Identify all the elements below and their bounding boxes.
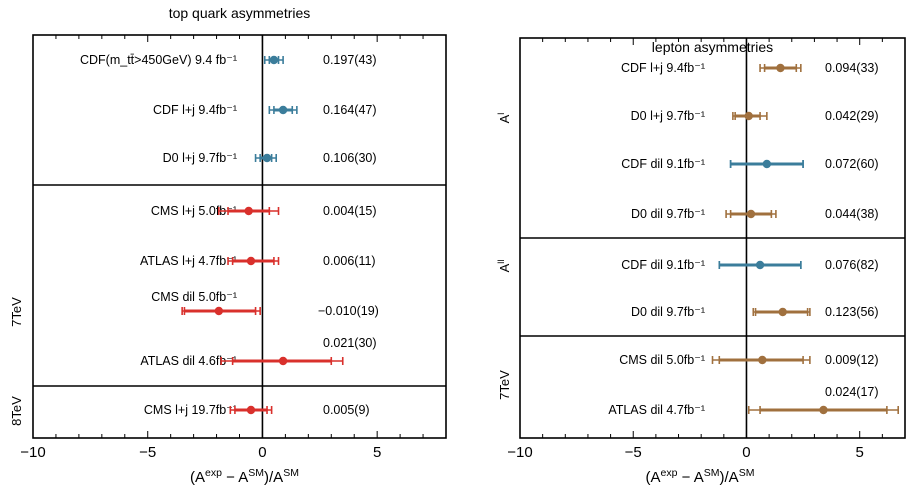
row-value: 0.123(56)	[825, 305, 879, 319]
data-row: CDF l+j 9.4fb⁻¹ 0.164(47)	[153, 103, 377, 117]
data-row: D0 l+j 9.7fb⁻¹ 0.106(30)	[163, 151, 377, 165]
data-row: CDF dil 9.1fb⁻¹ 0.072(60)	[621, 157, 878, 171]
x-tick-label: −5	[625, 444, 642, 461]
data-point	[762, 159, 772, 169]
data-point	[244, 206, 253, 216]
data-point	[758, 355, 767, 365]
data-point	[246, 256, 256, 266]
row-value: 0.005(9)	[323, 403, 370, 417]
x-tick-label: −5	[139, 444, 156, 461]
group-label: 8TeV	[9, 396, 24, 426]
data-row: D0 l+j 9.7fb⁻¹ 0.042(29)	[631, 109, 879, 123]
row-value: 0.094(33)	[825, 61, 879, 75]
row-label: CDF l+j 9.4fb⁻¹	[621, 61, 705, 75]
row-value: 0.197(43)	[323, 53, 377, 67]
row-label: CMS dil 5.0fb⁻¹	[619, 353, 705, 367]
row-label: CDF dil 9.1fb⁻¹	[621, 258, 705, 272]
data-row: D0 dil 9.7fb⁻¹ 0.123(56)	[631, 305, 879, 319]
row-label: D0 dil 9.7fb⁻¹	[631, 207, 705, 221]
x-axis-label: (Aexp​ − ASM​)/ASM​	[190, 467, 299, 486]
data-row: CMS dil 5.0fb⁻¹ −0.010(19)	[151, 290, 379, 318]
data-point	[278, 105, 288, 115]
data-point	[246, 405, 256, 415]
x-axis-label: (Aexp​ − ASM​)/ASM​	[646, 467, 755, 486]
data-point	[278, 356, 288, 366]
data-row: ATLAS dil 4.7fb⁻¹ 0.024(17)	[608, 385, 900, 417]
x-tick-label: 5	[373, 444, 381, 461]
data-point	[262, 153, 272, 163]
x-tick-label: 5	[856, 444, 864, 461]
row-label: D0 dil 9.7fb⁻¹	[631, 305, 705, 319]
plot-frame	[32, 34, 447, 439]
row-label: ATLAS dil 4.7fb⁻¹	[608, 403, 705, 417]
row-value: 0.072(60)	[825, 157, 879, 171]
group-label: 7TeV	[497, 370, 512, 400]
row-label: CDF l+j 9.4fb⁻¹	[153, 103, 237, 117]
row-label: CDF dil 9.1fb⁻¹	[621, 157, 705, 171]
row-label: D0 l+j 9.7fb⁻¹	[631, 109, 705, 123]
data-row: CMS l+j 5.0fb⁻¹ 0.004(15)	[151, 204, 377, 218]
row-label: D0 l+j 9.7fb⁻¹	[163, 151, 237, 165]
row-label: CMS dil 5.0fb⁻¹	[151, 290, 237, 304]
x-tick-label: 0	[742, 444, 750, 461]
row-value: 0.106(30)	[323, 151, 377, 165]
data-point	[776, 63, 785, 73]
row-value: 0.044(38)	[825, 207, 879, 221]
row-label: ATLAS l+j 4.7fb⁻¹	[140, 254, 237, 268]
row-value: 0.021(30)	[323, 336, 377, 350]
row-value: 0.042(29)	[825, 109, 879, 123]
x-tick-label: −10	[507, 444, 532, 461]
data-row: ATLAS dil 4.6fb⁻¹ 0.021(30)	[140, 336, 376, 368]
row-value: 0.009(12)	[825, 353, 879, 367]
x-tick-label: −10	[20, 444, 45, 461]
data-point	[269, 55, 279, 65]
row-label: CMS l+j 5.0fb⁻¹	[151, 204, 237, 218]
panel-1: top quark asymmetries −10 −5 0 5 (Aexp​ − ASM…	[9, 5, 447, 486]
data-point	[214, 306, 224, 316]
row-label: CDF(m_tt̄>450GeV) 9.4 fb⁻¹	[80, 53, 237, 67]
row-label: ATLAS dil 4.6fb⁻¹	[140, 354, 237, 368]
data-point	[746, 209, 756, 219]
row-value: 0.164(47)	[323, 103, 377, 117]
data-row: CMS dil 5.0fb⁻¹ 0.009(12)	[619, 353, 878, 367]
data-point	[755, 260, 765, 270]
row-value: 0.006(11)	[323, 254, 376, 268]
group-label: All​	[496, 260, 512, 273]
data-point	[819, 405, 828, 415]
x-tick-label: 0	[258, 444, 266, 461]
data-row: CMS l+j 19.7fb⁻¹ 0.005(9)	[144, 403, 370, 417]
data-row: D0 dil 9.7fb⁻¹ 0.044(38)	[631, 207, 879, 221]
data-point	[744, 111, 753, 121]
row-value: −0.010(19)	[318, 304, 379, 318]
chart-title: top quark asymmetries	[169, 5, 311, 21]
group-label: Al​	[496, 113, 512, 124]
row-value: 0.076(82)	[825, 258, 879, 272]
data-point	[778, 307, 787, 317]
row-value: 0.024(17)	[825, 385, 879, 399]
group-label: 7TeV	[9, 297, 24, 327]
data-row: ATLAS l+j 4.7fb⁻¹ 0.006(11)	[140, 254, 376, 268]
row-value: 0.004(15)	[323, 204, 377, 218]
chart-title: lepton asymmetries	[652, 39, 773, 55]
data-row: CDF l+j 9.4fb⁻¹ 0.094(33)	[621, 61, 879, 75]
data-row: CDF(m_tt̄>450GeV) 9.4 fb⁻¹ 0.197(43)	[80, 53, 377, 67]
row-label: CMS l+j 19.7fb⁻¹	[144, 403, 237, 417]
data-row: CDF dil 9.1fb⁻¹ 0.076(82)	[621, 258, 878, 272]
panel-2: lepton asymmetries −10 −5 0 5 (Aexp​ − ASM​)/…	[496, 37, 906, 486]
